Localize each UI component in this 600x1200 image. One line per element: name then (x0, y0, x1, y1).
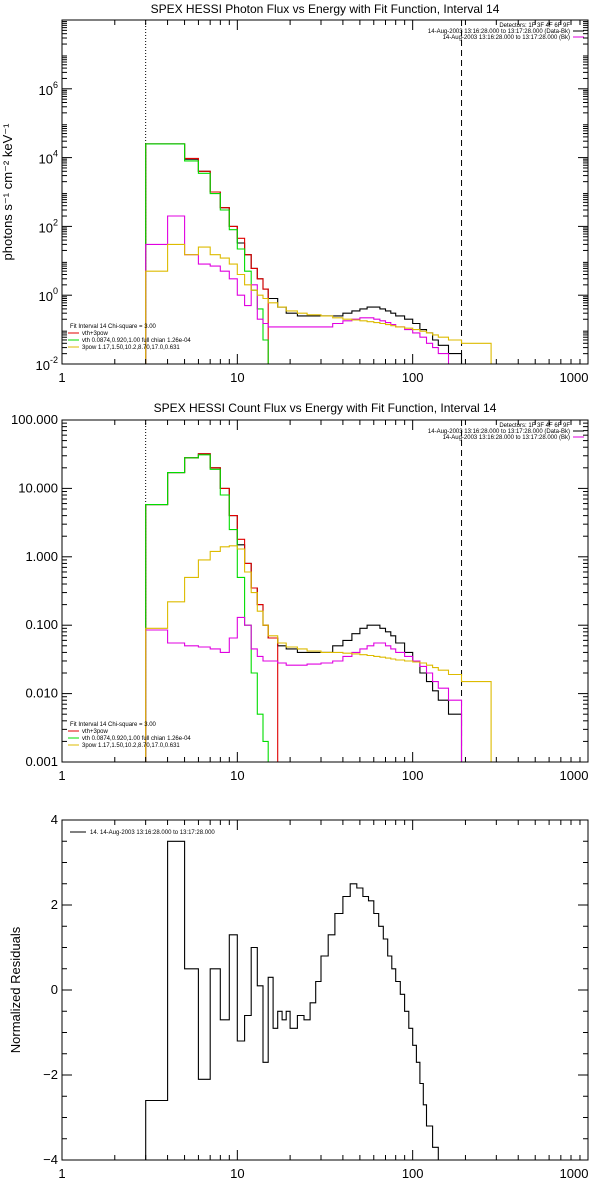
series-0-line (145, 143, 463, 364)
legend-left-entry: vth 0.0874,0.920,1.00 full chian 1.26e-0… (82, 338, 191, 344)
y-tick-label: 10-2 (36, 355, 58, 373)
x-tick-label: 1 (58, 370, 65, 385)
y-tick-base: 10 (36, 358, 50, 373)
x-tick-label: 1000 (560, 1166, 589, 1181)
x-tick-label: 10 (230, 1166, 244, 1181)
y-tick-label: 100 (39, 286, 58, 304)
series-0-line (145, 453, 463, 762)
legend-left-entry: vth 0.0874,0.920,1.00 full chian 1.26e-0… (82, 736, 191, 742)
legend-left-entry: 3pow 1.17,1.50,10.2,8.70,17.0,0.631 (82, 345, 180, 351)
y-tick-label: 0.001 (25, 754, 58, 769)
y-tick-exponent: 4 (53, 149, 58, 159)
legend-left-entry: Fit Interval 14 Chi-square = 3.00 (70, 722, 157, 728)
y-tick-label: 0.100 (25, 617, 58, 632)
x-tick-label: 10 (230, 768, 244, 783)
x-tick-label: 100 (402, 768, 424, 783)
y-tick-label: 0 (51, 982, 58, 997)
y-tick-label: 100.000 (11, 412, 58, 427)
y-tick-exponent: -2 (50, 355, 58, 365)
legend-right-entry: 14-Aug-2003 13:16:28.000 to 13:17:28.000… (443, 435, 570, 441)
residuals-panel: 1 10 100 1000 4 2 0 −2 −4 Normalized Residuals 14.… (8, 812, 589, 1181)
legend-right-entry: 14-Aug-2003 13:16:28.000 to 13:17:28.000… (443, 35, 570, 41)
series-4-line (145, 243, 492, 364)
series-2-line (145, 143, 274, 365)
legend-right-entry: 14-Aug-2003 13:16:28.000 to 13:17:28.000… (428, 29, 570, 35)
y-tick-base: 10 (39, 289, 53, 304)
legend-right-entry: 14-Aug-2003 13:16:28.000 to 13:17:28.000… (428, 429, 570, 435)
x-tick-label: 100 (402, 370, 424, 385)
y-tick-label: −4 (43, 1152, 58, 1167)
y-tick-label: 104 (39, 149, 58, 167)
series-1-line (145, 453, 279, 762)
legend-entry: 14. 14-Aug-2003 13:16:28.000 to 13:17:28… (90, 830, 215, 836)
x-tick-label: 100 (402, 1166, 424, 1181)
legend-left-entry: 3pow 1.17,1.50,10.2,8.70,17.0,0.631 (82, 743, 180, 749)
y-tick-label: −2 (43, 1067, 58, 1082)
y-axis-label: photons s⁻¹ cm⁻² keV⁻¹ (0, 123, 15, 261)
y-axis-label: Normalized Residuals (8, 926, 23, 1053)
legend-right-entry: Detectors: 1F 3F 4F 6F 9F (499, 23, 570, 29)
series-0-line (145, 840, 462, 1161)
y-tick-label: 106 (39, 80, 58, 98)
x-tick-label: 1000 (560, 370, 589, 385)
plot-frame (61, 19, 589, 365)
x-tick-label: 10 (230, 370, 244, 385)
series-2-line (145, 454, 274, 763)
count-flux-panel: SPEX HESSI Count Flux vs Energy with Fit… (11, 401, 589, 783)
photon-flux-panel: SPEX HESSI Photon Flux vs Energy with Fi… (0, 2, 589, 385)
y-tick-base: 10 (39, 83, 53, 98)
y-tick-exponent: 2 (53, 217, 58, 227)
y-tick-label: 4 (51, 812, 58, 827)
y-tick-exponent: 0 (53, 286, 58, 296)
legend-left-entry: vth+3pow (82, 729, 109, 735)
y-tick-label: 10.000 (18, 480, 58, 495)
plot-frame (61, 419, 589, 763)
legend-right-entry: Detectors: 1F 3F 4F 6F 9F (499, 423, 570, 429)
series-4-line (145, 545, 492, 762)
plot-frame (61, 819, 589, 1161)
x-tick-label: 1 (58, 768, 65, 783)
y-tick-label: 1.000 (25, 549, 58, 564)
y-tick-label: 0.010 (25, 686, 58, 701)
y-tick-label: 102 (39, 217, 58, 235)
series-1-line (145, 143, 269, 364)
y-tick-base: 10 (39, 152, 53, 167)
x-tick-label: 1000 (560, 768, 589, 783)
y-tick-base: 10 (39, 220, 53, 235)
y-tick-exponent: 6 (53, 80, 58, 90)
y-tick-label: 2 (51, 897, 58, 912)
chart-title: SPEX HESSI Count Flux vs Energy with Fit… (154, 401, 497, 415)
series-3-line (145, 616, 463, 762)
series-3-line (145, 215, 462, 365)
x-tick-label: 1 (58, 1166, 65, 1181)
legend-left-entry: Fit Interval 14 Chi-square = 3.00 (70, 324, 157, 330)
chart-title: SPEX HESSI Photon Flux vs Energy with Fi… (151, 2, 500, 16)
legend-left-entry: vth+3pow (82, 331, 109, 337)
